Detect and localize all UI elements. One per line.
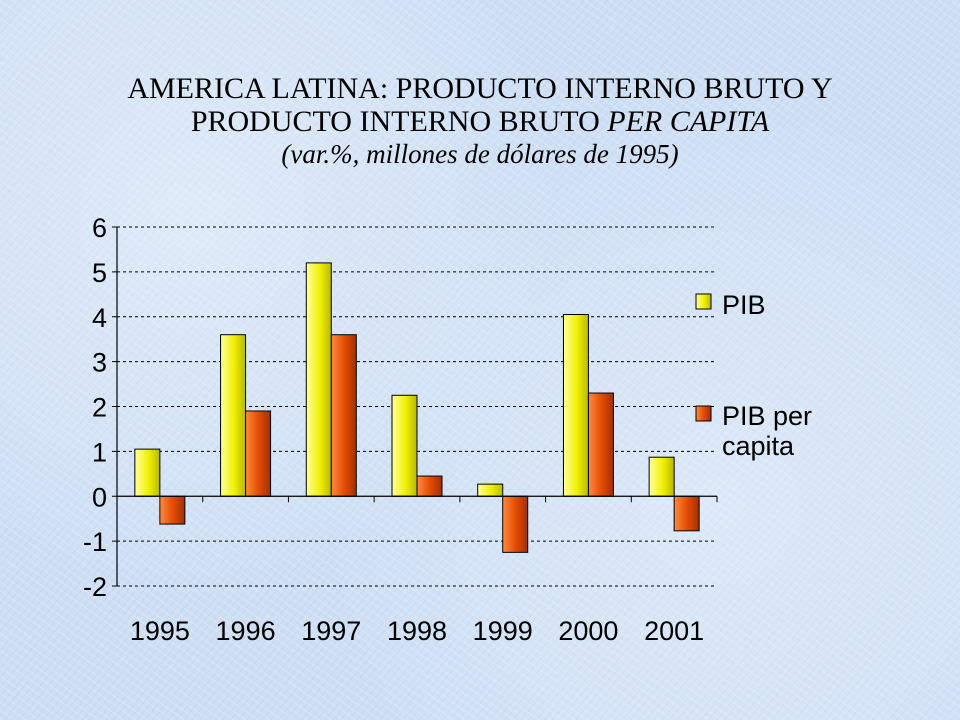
- x-tick-label-1999: 1999: [473, 616, 533, 646]
- bar-pib-1997: [305, 262, 332, 497]
- legend-label-pib: PIB: [722, 290, 766, 320]
- y-tick-label: 6: [92, 213, 107, 243]
- y-tick-label: -1: [83, 527, 107, 557]
- x-tick-label-1996: 1996: [216, 616, 276, 646]
- axes: [112, 226, 718, 587]
- chart-subtitle: (var.%, millones de dólares de 1995): [281, 139, 679, 169]
- bar-pib-per-capita-1995: [159, 495, 186, 525]
- bar-pib-per-capita-2000: [587, 392, 614, 497]
- x-tick-label-1997: 1997: [301, 616, 361, 646]
- y-tick-label: -2: [83, 572, 107, 602]
- x-tick-label-1998: 1998: [387, 616, 447, 646]
- bar-pib-1995: [134, 448, 161, 497]
- x-tick-label-1995: 1995: [130, 616, 190, 646]
- title-line-2: PRODUCTO INTERNO BRUTO PER CAPITA: [0, 105, 960, 138]
- x-tick-label-2000: 2000: [558, 616, 618, 646]
- y-tick-label: 0: [92, 482, 107, 512]
- bar-pib-1996: [220, 334, 247, 497]
- bar-pib-2001: [648, 456, 675, 497]
- y-tick-label: 4: [92, 303, 107, 333]
- y-tick-label: 3: [92, 348, 107, 378]
- legend-label-pib-per-capita-2: capita: [722, 431, 795, 461]
- bar-pib-1998: [391, 394, 418, 497]
- legend-swatch-pib-per-capita: [695, 405, 712, 422]
- title-line-2-italic: PER CAPITA: [607, 105, 770, 138]
- x-tick-label-2001: 2001: [644, 616, 704, 646]
- y-tick-label: 5: [92, 258, 107, 288]
- bar-pib-per-capita-1996: [245, 410, 272, 497]
- bar-pib-per-capita-2001: [673, 495, 700, 532]
- bar-pib-per-capita-1999: [502, 495, 529, 553]
- bar-pib-per-capita-1998: [416, 475, 443, 497]
- bar-pib-2000: [562, 314, 589, 497]
- legend-swatch-pib: [695, 293, 712, 310]
- bars: [134, 262, 700, 553]
- title-line-2-text: PRODUCTO INTERNO BRUTO: [190, 105, 608, 138]
- tick-labels: 6 5 4 3 2 1 0 -1 -2 1995 1996 1997 1998 1999 2000 2001: [83, 213, 704, 646]
- bar-pib-1999: [477, 483, 504, 497]
- chart-title: AMERICA LATINA: PRODUCTO INTERNO BRUTO Y…: [0, 72, 960, 171]
- y-tick-label: 1: [92, 437, 107, 467]
- y-tick-label: 2: [92, 393, 107, 423]
- legend-label-pib-per-capita-1: PIB per: [722, 401, 812, 431]
- title-line-1: AMERICA LATINA: PRODUCTO INTERNO BRUTO Y: [127, 72, 833, 105]
- bar-pib-per-capita-1997: [330, 334, 357, 497]
